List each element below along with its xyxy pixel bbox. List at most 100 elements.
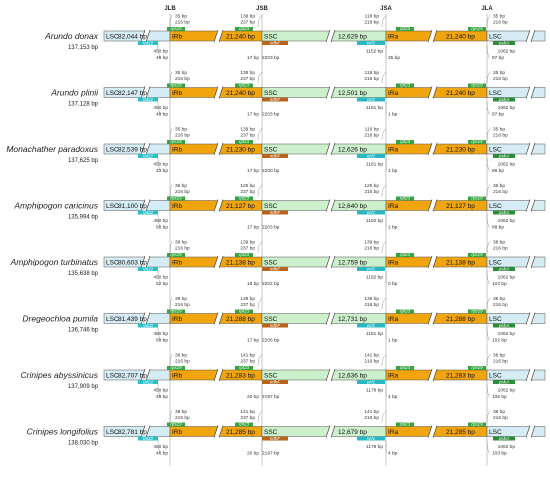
region-label-ira: IRa — [388, 429, 399, 436]
junction-label-jsa: JSA — [380, 6, 392, 12]
bp-top-7: 216 bp — [493, 133, 508, 139]
break-gap — [428, 425, 437, 438]
gene-label-psba: psbA — [498, 97, 509, 102]
gene-rpl23-top — [235, 196, 253, 201]
region-label-ssc: SSC — [264, 146, 278, 153]
gene-rpl22-bottom — [138, 41, 158, 45]
gene-label-rps19b: rps19 — [471, 83, 483, 88]
gene-label-rps19: rps19 — [170, 196, 182, 201]
gene-label-ndhf: ndhF — [270, 379, 281, 384]
break-mark — [325, 368, 331, 382]
bracket-top — [257, 184, 263, 197]
break-mark — [218, 29, 224, 43]
genome-length-amphipogon-turbinatus: 135,638 bp — [68, 271, 99, 277]
region-length-irb: 21,240 bp — [226, 90, 255, 97]
gene-label-psba: psbA — [498, 210, 509, 215]
gene-label-rpl23b: rpl23 — [400, 422, 411, 427]
genome-name-dregeochloa-pumila: Dregeochloa pumila — [22, 314, 98, 324]
break-mark — [145, 86, 151, 99]
break-mark — [140, 312, 146, 325]
bp-bottom-1: 43 bp — [156, 168, 168, 174]
break-gap — [141, 143, 150, 155]
bracket-bottom — [486, 383, 490, 398]
bp-top-3: 237 bp — [240, 189, 255, 195]
genome-length-monachather-paradoxus: 137,625 bp — [68, 158, 99, 164]
break-gap — [141, 256, 150, 268]
break-gap — [141, 199, 150, 212]
bracket-bottom — [486, 327, 490, 341]
bp-bottom-2: 17 bp — [247, 55, 259, 61]
region-label-ssc: SSC — [264, 33, 278, 40]
gene-rps19b-top — [468, 253, 486, 257]
region-length-ssc: 12,626 bp — [338, 146, 367, 153]
region-label-lsc-end: LSC — [489, 429, 502, 436]
region-length-irb: 21,283 bp — [226, 372, 255, 379]
region-lsc-end — [486, 200, 546, 211]
region-label-ira: IRa — [388, 146, 399, 153]
gene-ycf1-bottom — [357, 41, 385, 45]
gene-label-rpl23b: rpl23 — [400, 139, 411, 144]
region-lsc-end — [486, 143, 546, 155]
bp-top-2: 138 bp — [240, 14, 255, 20]
bp-top-6: 35 bp — [493, 70, 505, 76]
bracket-bottom — [486, 440, 490, 454]
bp-bottom-4: 1178 bp — [366, 444, 383, 450]
region-label-lsc: LSC — [106, 90, 119, 97]
gene-ycf1-bottom — [357, 436, 385, 441]
gene-label-rps19: rps19 — [170, 252, 182, 257]
break-mark — [525, 255, 531, 269]
gene-label-rpl22: rpl22 — [143, 266, 154, 271]
region-length-irb: 21,230 bp — [226, 146, 255, 153]
gene-rpl22-bottom — [138, 210, 158, 215]
gene-rps19b-top — [468, 196, 486, 201]
break-gap — [326, 30, 335, 42]
region-label-lsc: LSC — [106, 429, 119, 436]
region-length-lsc: 82,044 bp — [118, 33, 147, 40]
gene-label-rps19b: rps19 — [471, 196, 483, 201]
region-length-ssc: 12,501 bp — [338, 90, 367, 97]
break-gap — [526, 369, 535, 381]
gene-psba-bottom — [493, 154, 515, 158]
break-mark — [525, 86, 531, 99]
region-label-irb: IRb — [172, 203, 183, 210]
break-mark — [218, 425, 224, 438]
gene-rpl22-bottom — [138, 323, 158, 328]
bp-bottom-5: 4 bp — [388, 451, 398, 457]
break-gap — [141, 86, 150, 99]
region-label-lsc-end: LSC — [489, 146, 502, 153]
bp-bottom-3: 2197 bp — [262, 394, 280, 400]
gene-rps19-top — [167, 27, 185, 31]
bp-top-4: 118 bp — [365, 70, 380, 76]
bracket-bottom — [157, 383, 161, 398]
gene-label-ycf1: ycf1 — [366, 266, 376, 271]
gene-label-ndhf: ndhF — [270, 210, 281, 215]
gene-label-psba: psbA — [498, 323, 509, 328]
gene-rps19b-top — [468, 422, 486, 427]
region-label-ssc: SSC — [264, 203, 278, 210]
break-mark — [530, 425, 536, 438]
bracket-top — [381, 353, 387, 367]
bracket-top — [257, 14, 263, 28]
region-length-irb: 21,138 bp — [226, 259, 255, 266]
genome-name-arundo-plinii: Arundo plinii — [50, 88, 99, 98]
junction-label-jsb: JSB — [256, 6, 268, 12]
break-mark — [140, 368, 146, 382]
bp-top-0: 36 bp — [175, 183, 187, 189]
bp-top-3: 237 bp — [240, 76, 255, 82]
break-mark — [218, 255, 224, 269]
bracket-top — [381, 410, 387, 423]
bracket-top — [381, 14, 387, 28]
bp-top-6: 35 bp — [493, 14, 505, 20]
region-length-lsc: 82,707 bp — [118, 372, 147, 379]
region-length-ira: 21,138 bp — [446, 259, 475, 266]
bp-bottom-2: 20 bp — [247, 451, 259, 457]
break-gap — [141, 425, 150, 438]
bp-top-3: 237 bp — [240, 20, 255, 26]
break-mark — [140, 255, 146, 269]
break-gap — [214, 369, 223, 381]
gene-rpl22-bottom — [138, 380, 158, 384]
region-label-lsc-end: LSC — [489, 372, 502, 379]
break-mark — [427, 29, 433, 43]
gene-rpl23b-top — [396, 27, 414, 31]
